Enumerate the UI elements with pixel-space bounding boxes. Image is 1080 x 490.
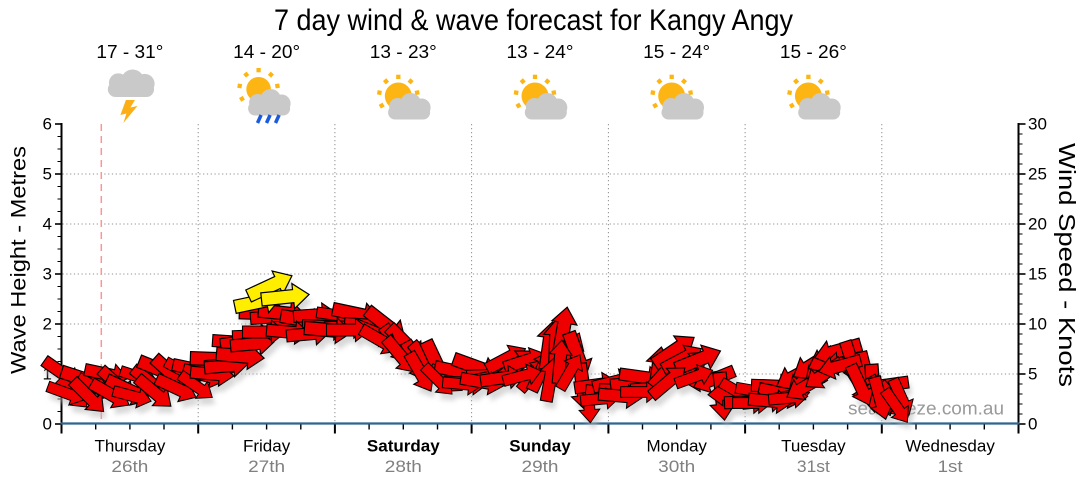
svg-text:13 - 24°: 13 - 24°	[507, 42, 574, 62]
svg-text:Tuesday: Tuesday	[781, 437, 846, 456]
svg-text:Thursday: Thursday	[94, 437, 165, 456]
svg-text:6: 6	[43, 115, 52, 134]
svg-text:15 - 24°: 15 - 24°	[643, 42, 710, 62]
svg-text:0: 0	[1028, 415, 1037, 434]
svg-text:30th: 30th	[658, 457, 695, 476]
svg-text:3: 3	[43, 265, 52, 284]
svg-text:2: 2	[43, 315, 52, 334]
svg-text:30: 30	[1028, 115, 1047, 134]
svg-text:Saturday: Saturday	[367, 437, 440, 456]
svg-text:13 - 23°: 13 - 23°	[370, 42, 437, 62]
svg-text:1st: 1st	[938, 457, 963, 476]
svg-text:Wind Speed - Knots: Wind Speed - Knots	[1054, 143, 1080, 387]
svg-text:28th: 28th	[385, 457, 422, 476]
svg-text:5: 5	[43, 165, 52, 184]
svg-text:14 - 20°: 14 - 20°	[233, 42, 300, 62]
svg-text:5: 5	[1028, 365, 1037, 384]
svg-text:20: 20	[1028, 215, 1047, 234]
svg-text:0: 0	[43, 415, 52, 434]
svg-text:Sunday: Sunday	[509, 437, 571, 456]
svg-text:25: 25	[1028, 165, 1047, 184]
svg-text:4: 4	[43, 215, 52, 234]
svg-text:Monday: Monday	[646, 437, 707, 456]
svg-text:10: 10	[1028, 315, 1047, 334]
svg-text:Wednesday: Wednesday	[905, 437, 995, 456]
svg-text:7 day wind & wave forecast for: 7 day wind & wave forecast for Kangy Ang…	[274, 4, 793, 37]
svg-text:Friday: Friday	[243, 437, 291, 456]
svg-text:Wave Height - Metres: Wave Height - Metres	[8, 146, 31, 374]
svg-text:27th: 27th	[248, 457, 285, 476]
svg-text:26th: 26th	[111, 457, 148, 476]
svg-text:17 - 31°: 17 - 31°	[96, 42, 163, 62]
svg-text:29th: 29th	[522, 457, 559, 476]
svg-text:15: 15	[1028, 265, 1047, 284]
svg-text:15 - 26°: 15 - 26°	[780, 42, 847, 62]
svg-text:31st: 31st	[797, 457, 830, 476]
